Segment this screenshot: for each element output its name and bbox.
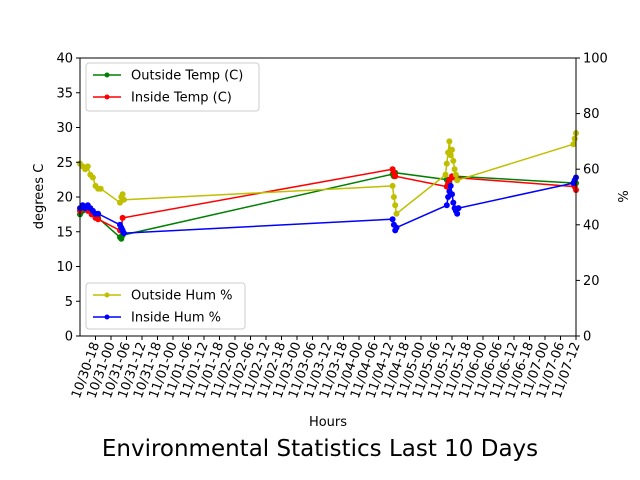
legend-marker-outside-hum xyxy=(104,292,110,298)
y-tick-label: 40 xyxy=(56,52,73,67)
data-point-inside-hum xyxy=(443,202,450,209)
y-tick-label: 25 xyxy=(56,156,73,171)
data-point-outside-hum xyxy=(393,210,400,217)
data-point-inside-hum xyxy=(450,199,457,206)
legend-marker-inside-temp-c xyxy=(104,94,110,100)
series-outside-hum xyxy=(77,130,579,217)
legend-label-inside-temp-c: Inside Temp (C) xyxy=(131,91,232,106)
data-point-outside-hum xyxy=(451,166,458,173)
y-tick-label: 5 xyxy=(65,295,73,310)
data-point-outside-hum xyxy=(454,177,461,184)
y-tick-label: 10 xyxy=(56,260,73,275)
data-point-outside-hum xyxy=(450,157,457,164)
series-line-outside-hum xyxy=(79,132,577,216)
data-point-inside-temp-c xyxy=(392,173,399,180)
y2-tick-label: 100 xyxy=(583,52,608,67)
data-point-outside-hum xyxy=(449,146,455,153)
data-point-outside-hum xyxy=(570,141,577,148)
legend-marker-inside-hum xyxy=(104,314,110,320)
data-point-outside-hum xyxy=(446,138,453,145)
series-inside-hum xyxy=(77,174,579,237)
data-point-outside-hum xyxy=(442,171,449,178)
data-point-outside-hum xyxy=(443,160,450,167)
legends-layer: Outside Temp (C) Inside Temp (C) Outside H… xyxy=(85,62,260,330)
y2-tick-label: 0 xyxy=(583,330,591,345)
data-point-outside-hum xyxy=(389,182,396,189)
legend-marker-outside-temp-c xyxy=(104,72,110,78)
data-point-outside-hum xyxy=(390,194,397,200)
legend-label-inside-hum: Inside Hum % xyxy=(131,311,221,326)
series-line-outside-temp-c xyxy=(79,171,577,241)
data-point-outside-hum xyxy=(447,152,454,159)
legend-lower-left: Outside Hum % Inside Hum % xyxy=(85,282,246,330)
legend-box xyxy=(85,62,260,112)
data-point-outside-hum xyxy=(119,191,126,198)
data-point-inside-hum xyxy=(455,205,462,212)
legend-upper-left: Outside Temp (C) Inside Temp (C) xyxy=(85,62,260,112)
data-point-inside-hum xyxy=(389,216,396,223)
axes-layer: 051015202530354002040608010010/30-1810/3… xyxy=(56,52,607,401)
data-point-inside-hum xyxy=(393,224,400,231)
y-tick-label: 20 xyxy=(56,191,73,206)
y2-tick-label: 20 xyxy=(583,274,600,289)
chart-title: Environmental Statistics Last 10 Days xyxy=(102,436,538,462)
series-inside-temp-c xyxy=(77,166,579,234)
series-line-inside-hum xyxy=(79,177,577,234)
data-point-inside-hum xyxy=(95,210,102,217)
data-point-outside-hum xyxy=(452,171,459,178)
data-point-outside-hum xyxy=(97,185,104,192)
data-point-inside-hum xyxy=(449,191,455,198)
legend-label-outside-temp-c: Outside Temp (C) xyxy=(131,69,243,84)
data-point-inside-hum xyxy=(454,210,461,217)
series-layer xyxy=(77,130,579,242)
y-tick-label: 15 xyxy=(56,225,73,240)
data-point-inside-hum xyxy=(120,230,127,237)
data-point-outside-hum xyxy=(392,202,399,209)
data-point-inside-temp-c xyxy=(119,214,126,221)
legend-label-outside-hum: Outside Hum % xyxy=(131,289,233,304)
y2-axis-label: % xyxy=(617,190,632,202)
x-axis-label: Hours xyxy=(309,415,347,430)
data-point-outside-hum xyxy=(89,174,96,181)
data-point-outside-hum xyxy=(571,135,578,142)
data-point-outside-hum xyxy=(84,163,91,170)
data-point-outside-hum xyxy=(120,196,127,203)
legend-box xyxy=(85,282,246,330)
y-tick-label: 30 xyxy=(56,121,73,136)
y2-tick-label: 40 xyxy=(583,218,600,233)
y2-tick-label: 60 xyxy=(583,163,600,178)
y-tick-label: 0 xyxy=(65,330,73,345)
y2-tick-label: 80 xyxy=(583,107,600,122)
y-tick-label: 35 xyxy=(56,86,73,101)
data-point-inside-hum xyxy=(447,182,454,189)
data-point-inside-temp-c xyxy=(95,216,102,223)
y-axis-label: degrees C xyxy=(32,164,47,230)
